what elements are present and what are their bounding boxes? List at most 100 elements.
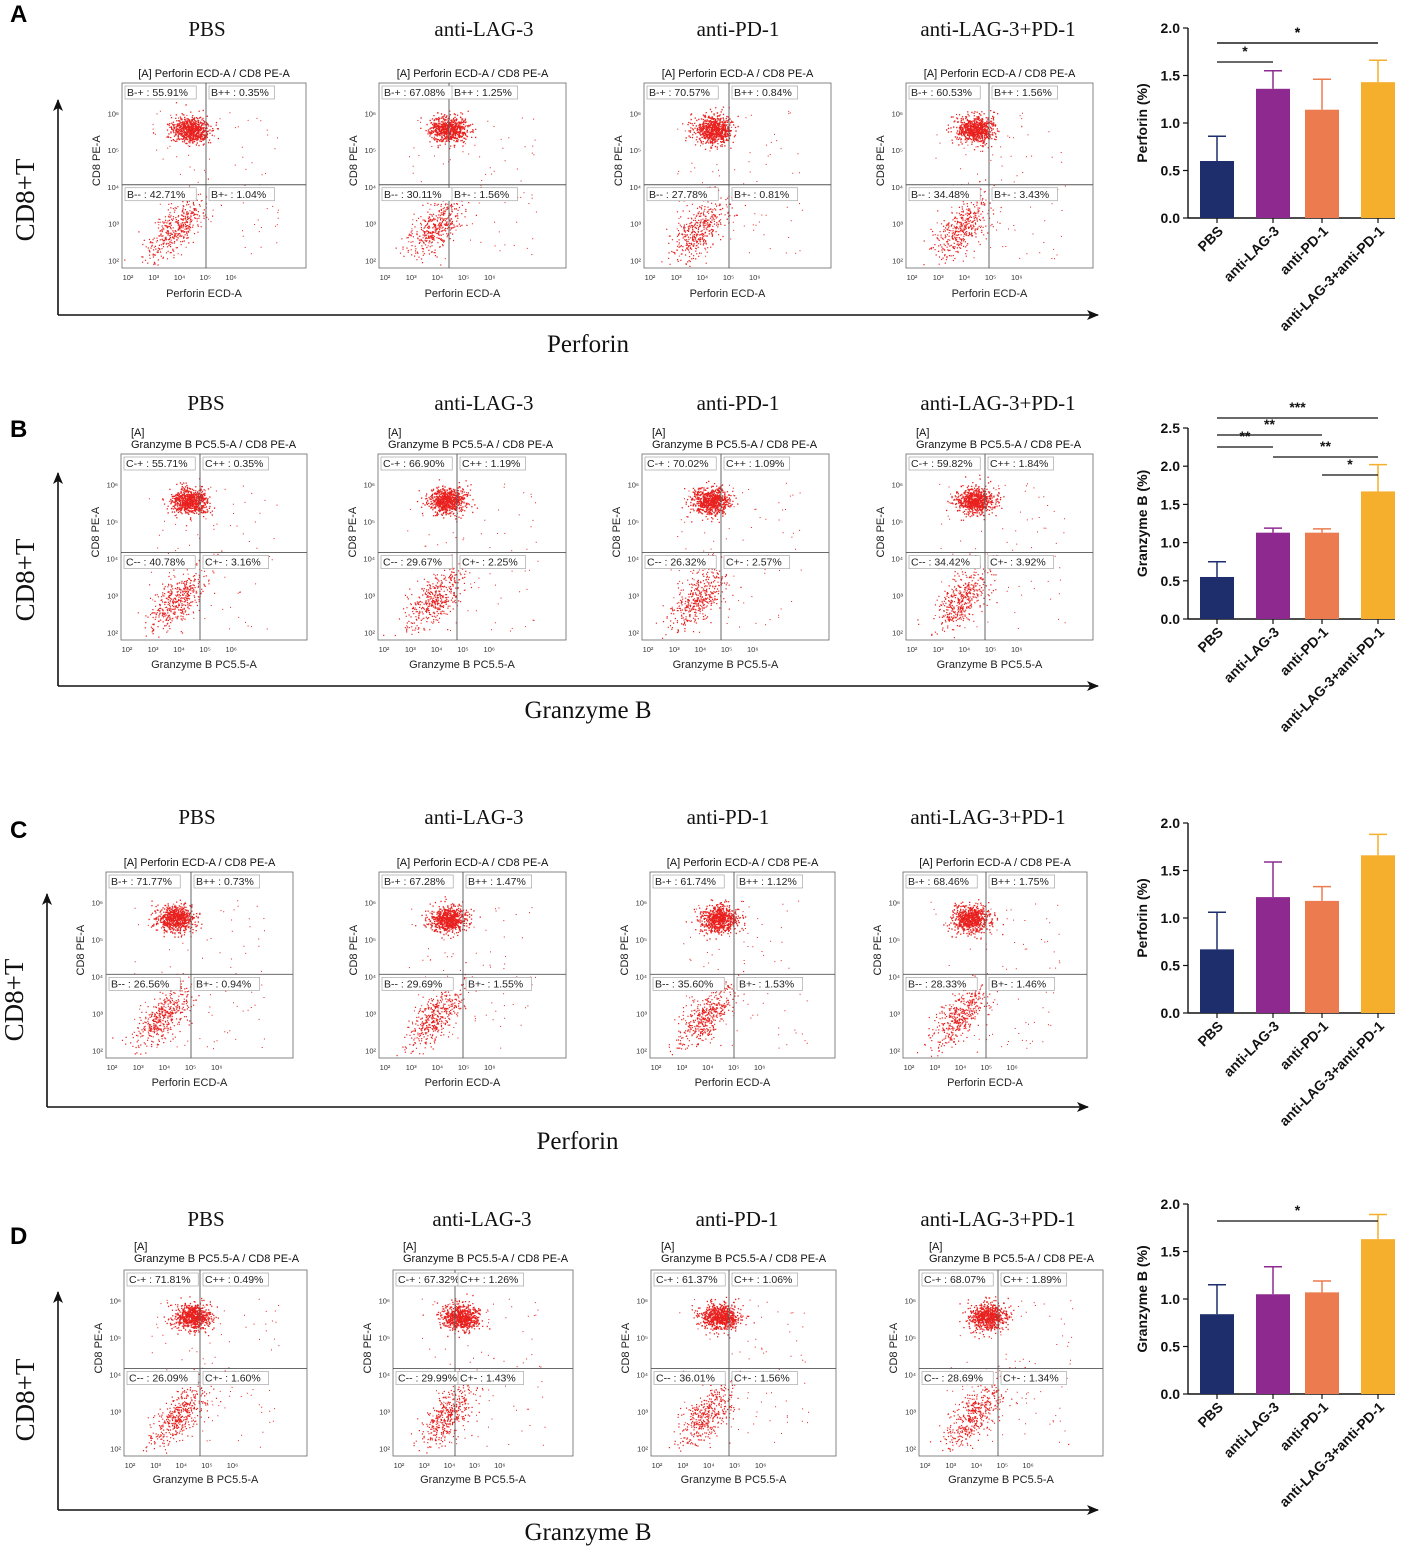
quadrant-label: C-- : 29.99% <box>398 1373 457 1385</box>
x-tick-label: 10² <box>907 645 918 654</box>
y-axis-label: CD8 PE-A <box>348 135 360 186</box>
y-tick-label: 10⁶ <box>107 480 118 489</box>
y-tick-label: 10⁵ <box>636 935 647 944</box>
y-tick-label: 10⁴ <box>363 554 375 563</box>
quadrant-label: B++ : 1.56% <box>994 87 1052 99</box>
quadrant-label-box <box>723 456 790 471</box>
plot-title: Granzyme B PC5.5-A / CD8 PE-A <box>131 439 297 451</box>
quadrant-label-box <box>459 456 526 471</box>
quadrant-label: B+- : 1.55% <box>468 978 523 990</box>
quadrant-label: C-+ : 68.07% <box>924 1274 986 1286</box>
condition-label: PBS <box>178 805 215 829</box>
quadrant-label-box <box>987 555 1054 569</box>
condition-label: anti-PD-1 <box>697 17 780 41</box>
x-tick-label: 10⁴ <box>175 1461 187 1470</box>
plot-title-prefix: [A] <box>916 427 929 439</box>
plot-title: Granzyme B PC5.5-A / CD8 PE-A <box>388 439 554 451</box>
x-tick-label: 10³ <box>133 1063 144 1072</box>
x-tick-label: 10³ <box>406 1063 417 1072</box>
quadrant-label-box <box>921 1371 994 1385</box>
y-tick-label: 10⁶ <box>905 1296 916 1305</box>
y-tick-label: 10³ <box>628 591 639 600</box>
y-tick-label: 10⁵ <box>365 146 376 155</box>
y-tick-label: 10³ <box>637 1407 648 1416</box>
bar-category-label: anti-LAG-3 <box>1220 1399 1282 1461</box>
y-axis-label: CD8 PE-A <box>347 506 359 557</box>
quadrant-label: C+- : 3.92% <box>990 557 1046 569</box>
significance-label: ** <box>1240 428 1251 444</box>
y-tick-label: 10⁴ <box>106 554 118 563</box>
y-tick-label: 10² <box>108 256 119 265</box>
quadrant-label-box <box>908 187 981 202</box>
x-tick-label: 10² <box>125 1461 136 1470</box>
x-tick-label: 10⁶ <box>749 273 760 282</box>
y-axis-label: CD8 PE-A <box>93 1322 105 1373</box>
bar <box>1256 532 1290 619</box>
y-tick-label: 10³ <box>892 220 903 229</box>
y-tick-label: 10⁶ <box>630 109 641 118</box>
plot-title-prefix: [A] <box>388 427 401 439</box>
bar <box>1305 900 1339 1013</box>
y-tick-label: 10⁶ <box>110 1296 121 1305</box>
event-dots <box>668 1296 809 1452</box>
significance-label: ** <box>1320 438 1331 454</box>
quadrant-label-box <box>736 874 803 889</box>
y-tick-label: 10⁵ <box>892 517 903 526</box>
significance-label: * <box>1295 1202 1301 1218</box>
bar-y-tick-label: 1.5 <box>1161 68 1181 84</box>
y-tick-label: 10⁵ <box>892 146 903 155</box>
x-tick-label: 10² <box>380 273 391 282</box>
x-tick-label: 10² <box>123 273 134 282</box>
quadrant-label: C-+ : 66.90% <box>383 458 445 470</box>
y-tick-label: 10³ <box>110 1407 121 1416</box>
quadrant-label: B-- : 42.71% <box>127 189 185 201</box>
quadrant-label-box <box>988 874 1055 889</box>
y-tick-label: 10⁴ <box>888 972 900 981</box>
y-tick-label: 10² <box>892 256 903 265</box>
quadrant-label: B-- : 35.60% <box>655 978 713 990</box>
x-tick-label: 10⁵ <box>729 1461 740 1470</box>
plot-title-prefix: [A] <box>661 1241 674 1253</box>
x-tick-label: 10² <box>394 1461 405 1470</box>
quadrant-label-box <box>646 85 719 100</box>
event-dots <box>929 1296 1074 1452</box>
event-dots <box>137 478 278 638</box>
y-tick-label: 10⁴ <box>891 554 903 563</box>
quadrant-label: B+- : 1.53% <box>739 978 794 990</box>
x-axis-label: Perforin ECD-A <box>947 1077 1023 1089</box>
x-axis-label: Perforin ECD-A <box>425 288 501 300</box>
quadrant-label-box <box>126 1272 199 1287</box>
quadrant-label-box <box>193 976 260 991</box>
flow-plot: anti-LAG-3 [A]Granzyme B PC5.5-A / CD8 PE… <box>362 1207 574 1486</box>
event-dots <box>112 899 265 1055</box>
y-tick-label: 10⁶ <box>364 480 375 489</box>
x-tick-label: 10⁶ <box>484 645 495 654</box>
quadrant-label: B++ : 1.25% <box>454 87 512 99</box>
y-tick-label: 10⁵ <box>108 146 119 155</box>
y-tick-label: 10⁴ <box>364 972 376 981</box>
quadrant-label-box <box>646 187 719 202</box>
x-axis-label: Granzyme B PC5.5-A <box>151 659 257 671</box>
plot-title: Granzyme B PC5.5-A / CD8 PE-A <box>134 1253 300 1265</box>
condition-label: anti-PD-1 <box>687 805 770 829</box>
x-tick-label: 10⁴ <box>174 273 186 282</box>
quadrant-label-box <box>653 1272 726 1287</box>
y-tick-label: 10² <box>905 1444 916 1453</box>
bar <box>1305 109 1339 218</box>
condition-label: anti-LAG-3+PD-1 <box>920 391 1075 415</box>
x-tick-label: 10⁶ <box>494 1461 505 1470</box>
quadrant-label: B-+ : 67.08% <box>384 87 445 99</box>
axis-title: Granzyme B <box>524 697 651 724</box>
quadrant-label: C++ : 1.09% <box>726 458 784 470</box>
quadrant-label-box <box>905 976 978 991</box>
bar-y-tick-label: 2.5 <box>1161 420 1181 436</box>
bar-category-label: anti-LAG-3+anti-PD-1 <box>1276 624 1387 735</box>
quadrant-label: C-- : 26.09% <box>129 1373 188 1385</box>
x-tick-label: 10⁶ <box>1022 1461 1033 1470</box>
x-tick-label: 10⁴ <box>695 645 707 654</box>
y-tick-label: 10³ <box>364 591 375 600</box>
bar-y-tick-label: 1.0 <box>1161 910 1181 926</box>
x-tick-label: 10⁶ <box>754 1063 765 1072</box>
